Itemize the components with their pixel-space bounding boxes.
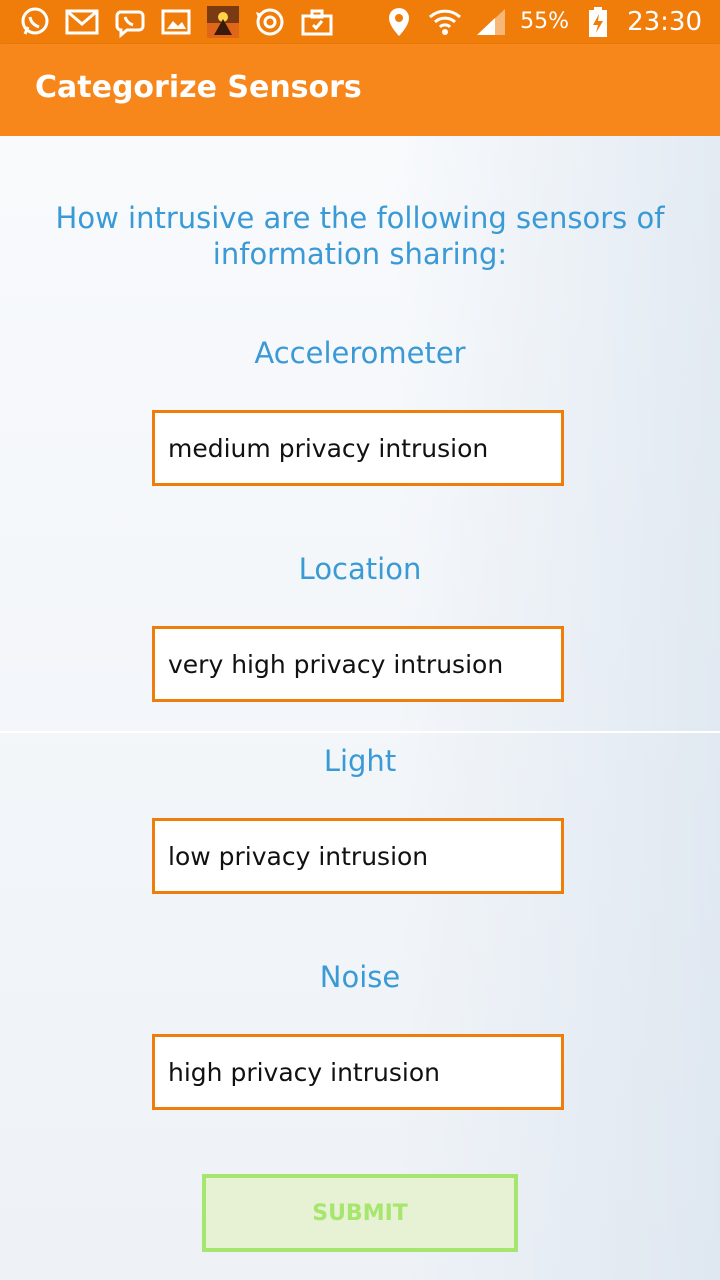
page-title: Categorize Sensors	[35, 70, 362, 105]
signal-icon	[474, 5, 508, 39]
gmail-icon	[65, 5, 99, 39]
wifi-icon	[428, 5, 462, 39]
sync-icon	[253, 5, 287, 39]
accelerometer-dropdown[interactable]: medium privacy intrusion	[152, 410, 564, 486]
light-dropdown[interactable]: low privacy intrusion	[152, 818, 564, 894]
app-bar: Categorize Sensors	[0, 44, 720, 136]
sensor-label-light: Light	[323, 744, 397, 778]
location-dropdown[interactable]: very high privacy intrusion	[152, 626, 564, 702]
battery-percent: 55%	[520, 9, 570, 34]
battery-charging-icon	[581, 5, 615, 39]
game-app-icon	[206, 5, 240, 39]
gallery-icon	[159, 5, 193, 39]
sensor-label-noise: Noise	[319, 960, 401, 994]
location-icon	[382, 5, 416, 39]
viber-icon	[112, 5, 146, 39]
clock: 23:30	[627, 7, 702, 37]
submit-button[interactable]: SUBMIT	[202, 1174, 518, 1252]
sensor-label-location: Location	[298, 552, 422, 586]
notification-icons	[18, 5, 334, 39]
question-text: How intrusive are the following sensors …	[55, 201, 665, 271]
background-divider	[0, 731, 720, 733]
whatsapp-icon	[18, 5, 52, 39]
status-bar: 55% 23:30	[0, 0, 720, 44]
briefcase-icon	[300, 5, 334, 39]
noise-dropdown[interactable]: high privacy intrusion	[152, 1034, 564, 1110]
sensor-label-accelerometer: Accelerometer	[254, 336, 466, 370]
system-icons: 55% 23:30	[382, 5, 702, 39]
